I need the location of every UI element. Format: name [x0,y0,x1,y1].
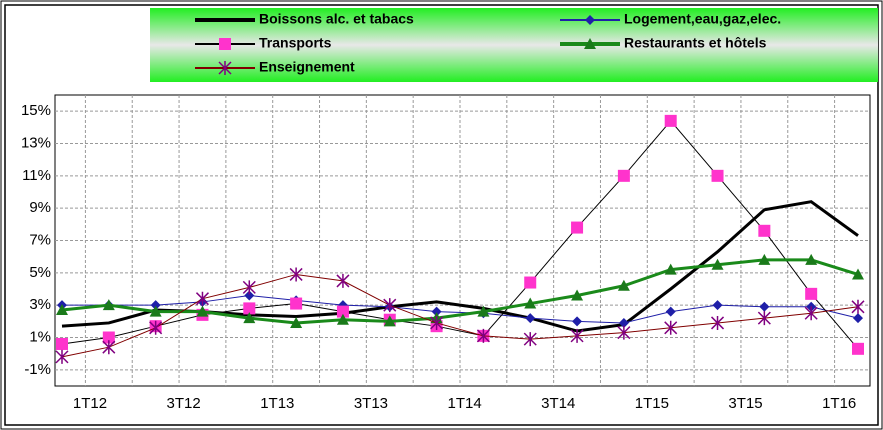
marker [290,297,303,310]
y-tick-label: 7% [29,231,51,248]
inner-frame [4,4,879,426]
x-tick-label: 1T14 [447,395,481,412]
x-tick-label: 3T12 [167,395,201,412]
marker [524,276,537,289]
marker [431,306,442,317]
marker [383,315,396,327]
marker [149,320,163,335]
marker [56,337,68,350]
y-tick-label: 3% [29,296,51,313]
marker [102,340,116,355]
x-tick-label: 1T15 [635,395,669,412]
series-line [61,120,859,350]
marker [244,290,255,301]
marker [430,315,444,330]
marker [336,305,349,318]
marker [336,273,350,288]
marker [571,221,584,234]
series-line [61,258,859,325]
x-tick-label: 1T16 [822,395,856,412]
marker [758,253,771,265]
marker [102,331,115,344]
y-tick-label: 15% [21,102,51,119]
marker [195,291,210,306]
marker [710,315,725,330]
marker [758,224,771,237]
x-tick-label: 1T13 [260,395,294,412]
marker [805,253,818,265]
legend-label: Transports [259,35,332,51]
legend-label: Logement,eau,gaz,elec. [624,11,781,27]
marker [664,263,677,275]
y-tick-label: 13% [21,134,51,151]
y-tick-label: 9% [29,199,51,216]
marker [289,267,303,282]
marker [523,332,537,347]
marker [150,300,161,311]
y-tick-label: 5% [29,264,51,281]
series-line [62,294,859,324]
legend-marker [584,38,596,49]
marker [56,304,68,316]
marker [524,297,537,309]
marker [664,114,677,127]
marker [383,298,397,313]
marker [196,305,209,317]
y-tick-label: 1% [29,328,51,345]
marker [852,268,864,280]
marker [805,287,818,300]
legend-marker [219,38,231,50]
marker [618,317,629,328]
marker [476,328,490,343]
y-tick-label: -1% [24,361,51,378]
marker [102,299,115,311]
x-tick-label: 3T15 [728,395,762,412]
legend-marker [585,15,595,25]
marker [853,313,863,324]
marker [804,306,818,321]
marker [55,349,69,364]
marker [571,289,584,301]
marker [525,313,536,324]
legend-box [150,8,878,82]
marker [477,305,490,317]
marker [759,301,770,312]
marker [712,300,723,311]
marker [242,280,256,295]
marker [665,306,676,317]
legend-label: Boissons alc. et tabacs [259,11,414,27]
marker [617,325,631,340]
marker [617,279,630,291]
legend-label: Restaurants et hôtels [624,35,767,51]
marker [852,342,864,355]
marker [851,299,865,314]
x-tick-label: 3T14 [541,395,575,412]
marker [664,320,678,335]
legend-label: Enseignement [259,59,355,75]
series-line [61,273,859,358]
x-tick-label: 1T12 [73,395,107,412]
marker [617,169,630,182]
marker [290,316,303,328]
marker [572,316,583,327]
x-tick-label: 3T13 [354,395,388,412]
marker [711,169,724,182]
y-tick-label: 11% [22,167,51,184]
legend-marker [218,61,232,75]
marker [243,312,256,324]
marker [570,328,584,343]
marker [243,302,256,315]
marker [336,313,349,325]
marker [149,305,162,317]
marker [757,311,771,326]
marker [711,258,724,270]
